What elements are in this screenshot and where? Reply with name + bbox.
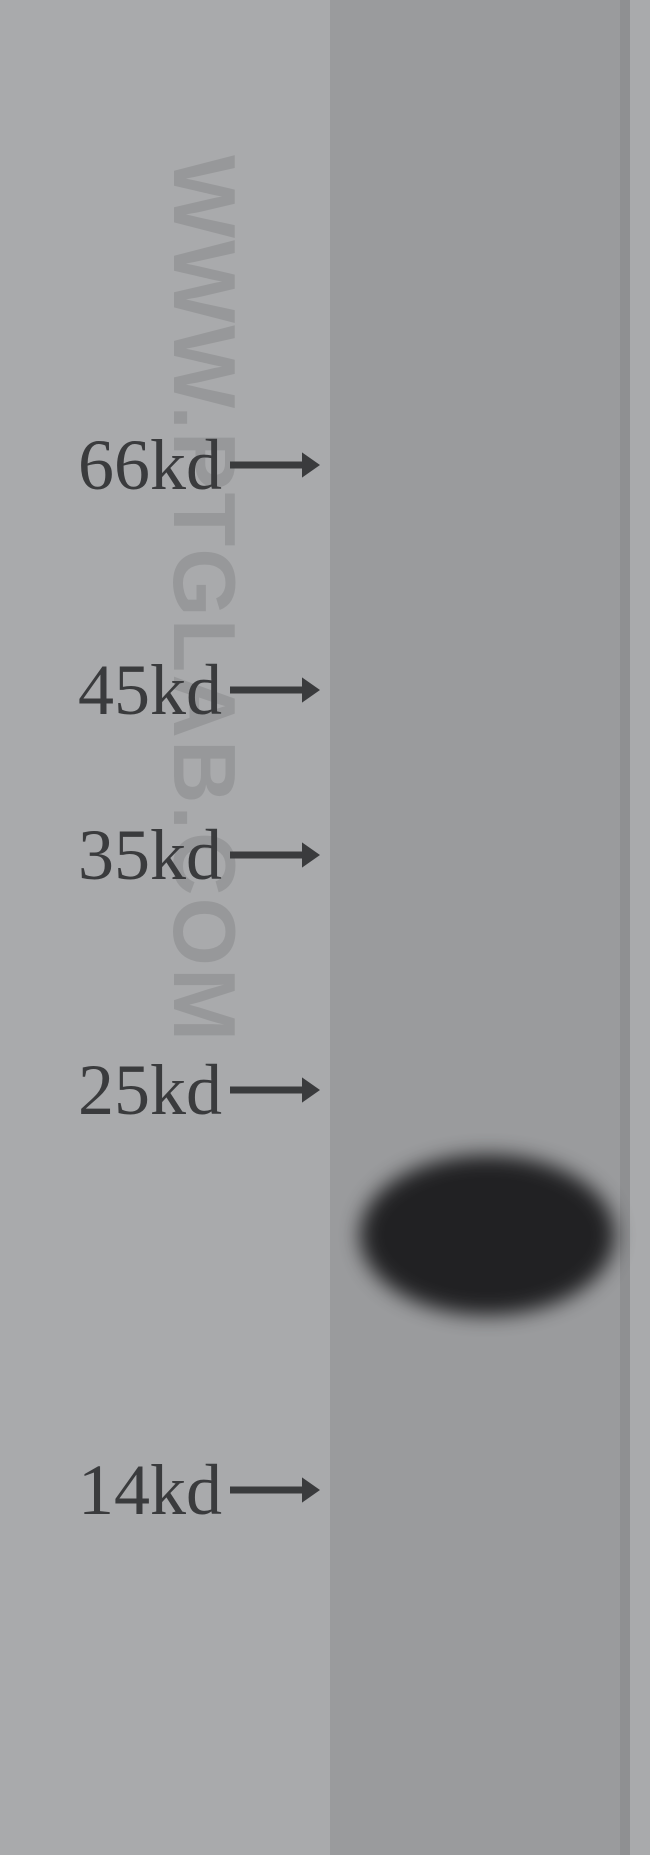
mw-marker: 35kd <box>27 819 320 891</box>
mw-marker: 66kd <box>27 429 320 501</box>
blot-lane <box>330 0 630 1855</box>
mw-marker-label: 45kd <box>27 654 222 726</box>
arrow-right-icon <box>230 1054 320 1126</box>
mw-marker-label: 66kd <box>27 429 222 501</box>
protein-band <box>360 1155 615 1315</box>
mw-marker: 25kd <box>27 1054 320 1126</box>
mw-marker-label: 25kd <box>27 1054 222 1126</box>
mw-marker-label: 35kd <box>27 819 222 891</box>
arrow-right-icon <box>230 654 320 726</box>
arrow-right-icon <box>230 819 320 891</box>
arrow-right-icon <box>230 1454 320 1526</box>
arrow-right-icon <box>230 429 320 501</box>
mw-marker-label: 14kd <box>27 1454 222 1526</box>
mw-marker: 45kd <box>27 654 320 726</box>
mw-marker: 14kd <box>27 1454 320 1526</box>
